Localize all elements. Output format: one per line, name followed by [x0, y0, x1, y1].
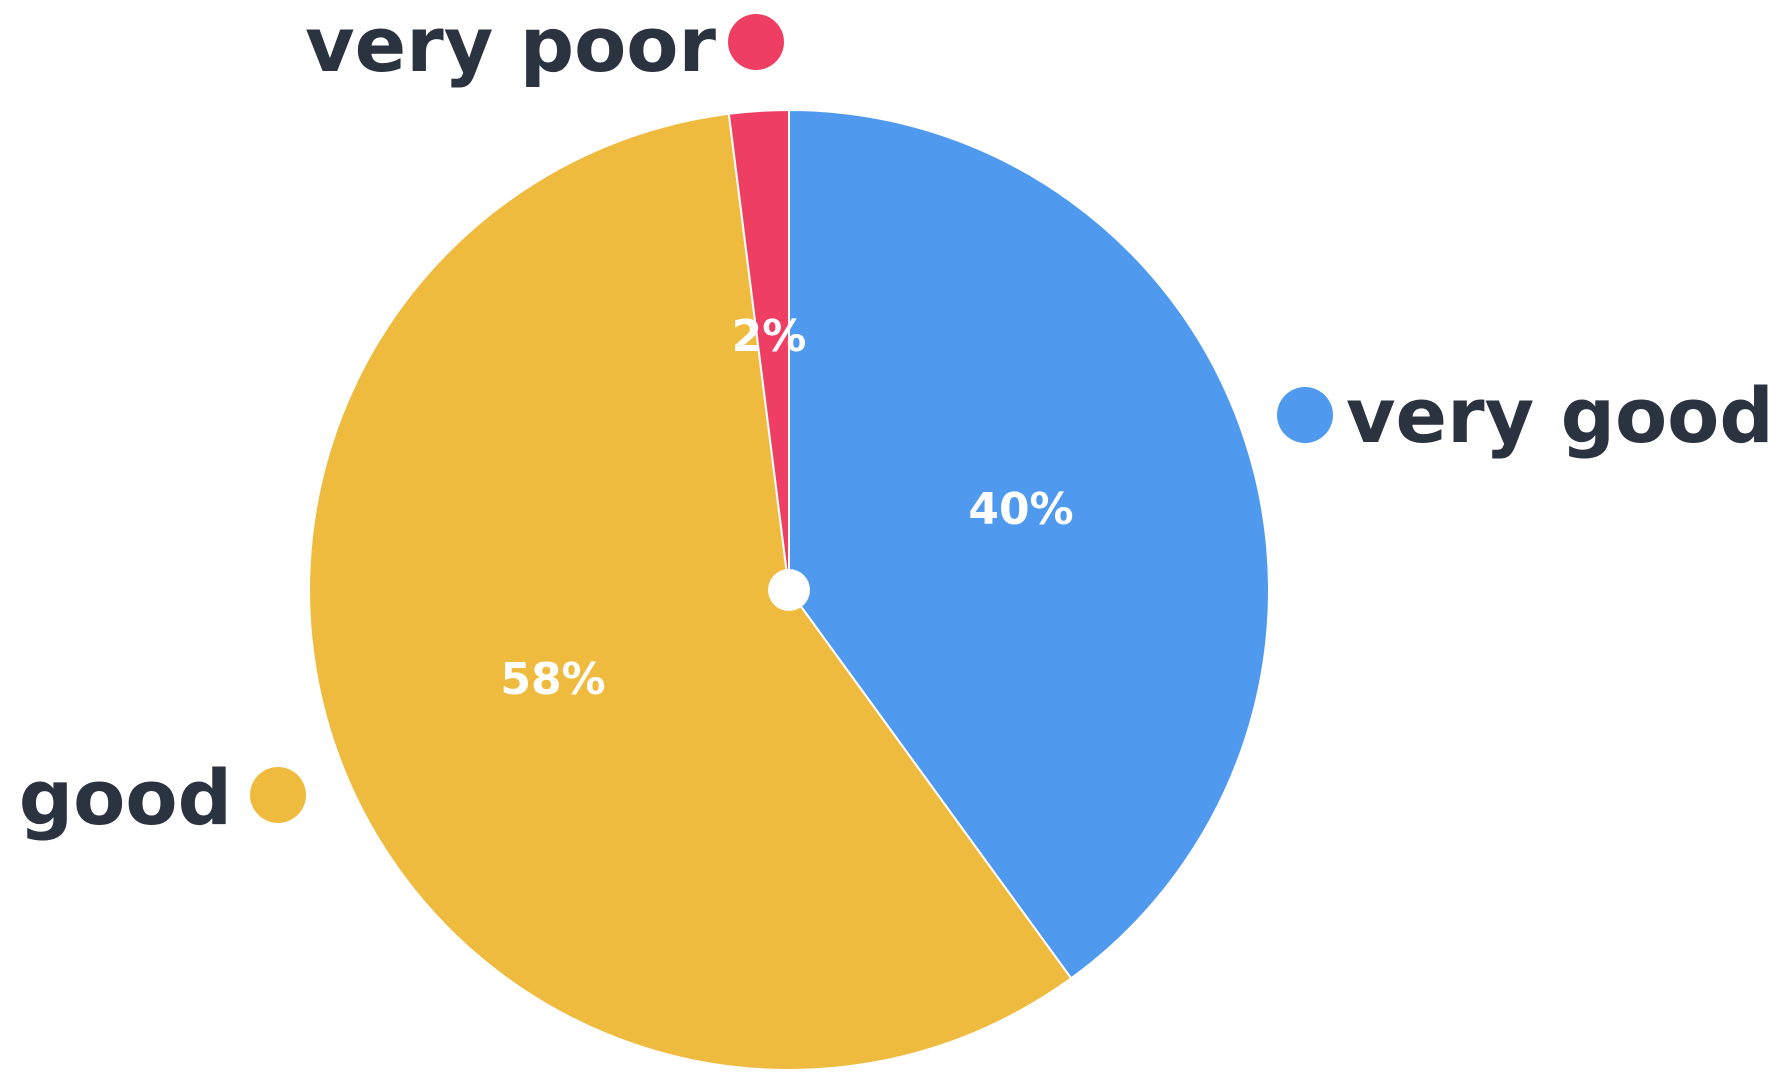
legend-item-very-poor: very poor — [305, 0, 784, 89]
pie-slice-good — [308, 112, 1073, 1071]
legend: very good good very poor — [19, 0, 1774, 842]
pie-slice-very-good — [788, 109, 1271, 980]
legend-label-very-good: very good — [1346, 371, 1774, 460]
pie-slices — [308, 108, 1271, 1071]
slice-labels: 40% 58% 2% — [500, 311, 1073, 705]
legend-label-very-poor: very poor — [305, 0, 716, 89]
legend-marker-very-good — [1277, 387, 1333, 443]
slice-label-good: 58% — [500, 654, 605, 705]
slice-label-very-poor: 2% — [732, 311, 807, 362]
legend-marker-good — [250, 767, 306, 823]
center-dot — [768, 569, 810, 611]
pie-slice-very-poor — [727, 108, 790, 591]
legend-label-good: good — [19, 753, 232, 842]
legend-item-good: good — [19, 753, 306, 842]
slice-label-very-good: 40% — [968, 484, 1073, 535]
legend-marker-very-poor — [728, 14, 784, 70]
legend-item-very-good: very good — [1277, 371, 1774, 460]
